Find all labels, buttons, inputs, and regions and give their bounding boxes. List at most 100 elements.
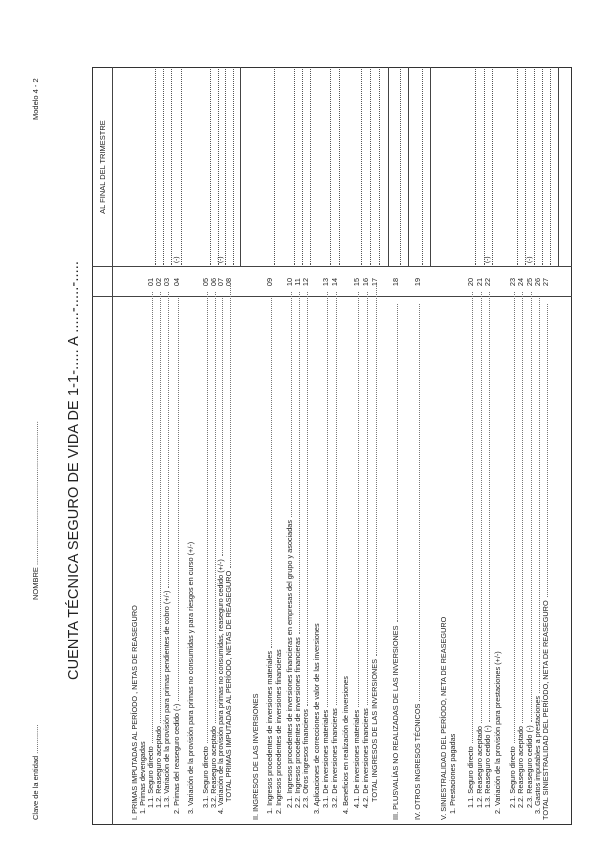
section-divider (430, 67, 431, 267)
row-code: 04 (172, 277, 181, 287)
table-row: 4.2. De inversiones financieras (361, 290, 370, 820)
table-row: 4.1. De inversiones materiales (352, 290, 361, 820)
table-row: V. SINIESTRALIDAD DEL PERÍODO, NETA DE R… (439, 302, 448, 820)
row-label: III. PLUSVALÍAS NO REALIZADAS DE LAS INV… (391, 625, 400, 820)
value-field-08[interactable] (233, 69, 234, 265)
value-column-divider (92, 266, 572, 267)
table-row: 2. Ingresos procedentes de inversiones f… (274, 296, 283, 820)
entity-name-label: NOMBRE .................................… (31, 421, 40, 600)
table-row: 3. Aplicaciones de correcciones de valor… (312, 296, 321, 820)
row-code: 27 (541, 277, 550, 287)
value-field-09[interactable] (274, 69, 275, 265)
value-field-03[interactable] (171, 69, 172, 265)
value-field-14[interactable] (339, 69, 340, 265)
row-label: IV. OTROS INGRESOS TÉCNICOS (413, 703, 422, 820)
column-header: AL FINAL DEL TRIMESTRE (98, 120, 107, 214)
value-field-22[interactable] (492, 69, 493, 265)
value-field-13[interactable] (330, 69, 331, 265)
row-code: 24 (516, 277, 525, 287)
row-label: 1. Ingresos procedentes de inversiones m… (265, 650, 274, 814)
value-field-18[interactable] (400, 69, 401, 265)
value-field-21[interactable] (484, 69, 485, 265)
table-row: II. INGRESOS DE LAS INVERSIONES (251, 302, 260, 820)
value-field-10[interactable] (294, 69, 295, 265)
row-code: 15 (352, 277, 361, 287)
table-row: TOTAL SINIESTRALIDAD DEL PERÍODO, NETA D… (541, 302, 550, 820)
value-field-07[interactable] (225, 69, 226, 265)
table-row: 1. Prestaciones pagadas (448, 296, 457, 820)
dot-leader (222, 298, 223, 557)
dot-leader (481, 292, 482, 724)
dot-leader (489, 292, 490, 723)
dot-leader (547, 304, 548, 598)
value-field-26[interactable] (542, 69, 543, 265)
dot-leader (168, 292, 169, 588)
table-row: 1.1. Seguro directo (466, 290, 475, 820)
value-field-12[interactable] (310, 69, 311, 265)
value-field-23[interactable] (517, 69, 518, 265)
dot-leader (397, 304, 398, 623)
value-field-01[interactable] (155, 69, 156, 265)
dot-leader (539, 298, 540, 693)
dot-leader (327, 292, 328, 707)
row-label: II. INGRESOS DE LAS INVERSIONES (251, 693, 260, 820)
row-code: 18 (391, 277, 400, 287)
dot-leader (178, 298, 179, 701)
dot-leader (299, 292, 300, 635)
row-code: 22 (483, 277, 492, 287)
table-row: IV. OTROS INGRESOS TÉCNICOS (413, 302, 422, 820)
dot-leader (514, 292, 515, 744)
value-field-15[interactable] (361, 69, 362, 265)
value-field-04[interactable] (181, 69, 182, 265)
value-field-05[interactable] (210, 69, 211, 265)
row-label: 2. Variación de la provisión para presta… (493, 651, 502, 814)
row-label: 2. Ingresos procedentes de inversiones f… (274, 649, 283, 814)
dot-leader (472, 292, 473, 744)
model-number: Modelo 4 - 2 (31, 78, 40, 120)
table-row: III. PLUSVALÍAS NO REALIZADAS DE LAS INV… (391, 302, 400, 820)
row-label: TOTAL PRIMAS IMPUTADAS AL PERÍODO, NETAS… (224, 570, 233, 802)
value-field-06[interactable] (218, 69, 219, 265)
value-field-17[interactable] (379, 69, 380, 265)
negative-marker: (-) (217, 256, 224, 264)
row-label: 3. Aplicaciones de correcciones de valor… (312, 623, 321, 814)
value-field-25[interactable] (534, 69, 535, 265)
row-label: 2. Primas del reaseguro cedido (-) (172, 703, 181, 814)
section-divider (388, 67, 389, 267)
row-code: 19 (413, 277, 422, 287)
value-field-19[interactable] (422, 69, 423, 265)
row-label: 4. Beneficios en realización de inversio… (341, 676, 350, 814)
section-divider (408, 67, 409, 267)
row-label: V. SINIESTRALIDAD DEL PERÍODO, NETA DE R… (439, 616, 448, 820)
value-field-11[interactable] (302, 69, 303, 265)
table-row: 3.2. De inversiones financieras (330, 290, 339, 820)
row-label: 1.3. Variación de la provisión para prim… (162, 590, 171, 808)
row-code: 12 (301, 277, 310, 287)
value-field-27[interactable] (550, 69, 551, 265)
dot-leader (152, 292, 153, 744)
dot-leader (367, 292, 368, 706)
table-row: 1.3. Reaseguro cedido (-) (483, 290, 492, 820)
dot-leader (291, 292, 292, 517)
row-code: 20 (466, 277, 475, 287)
row-label: 3. Variación de la provisión para primas… (186, 541, 195, 814)
table-row: 1.3. Variación de la provisión para prim… (162, 290, 171, 820)
header-divider (112, 67, 113, 825)
row-label: 2.3. Otros ingresos financieros (301, 709, 310, 808)
value-field-24[interactable] (525, 69, 526, 265)
value-field-16[interactable] (370, 69, 371, 265)
page-title: CUENTA TÉCNICA SEGURO DE VIDA DE 1-1-...… (66, 260, 82, 680)
table-row: 1. Primas devengadas (138, 296, 147, 820)
row-label: 1.1. Seguro directo (466, 746, 475, 808)
row-code: 14 (330, 277, 339, 287)
dot-leader (307, 292, 308, 707)
entity-code-label: Clave de la entidad .............. (31, 724, 40, 820)
table-row: 2.2. Reaseguro aceptado (516, 290, 525, 820)
value-field-02[interactable] (163, 69, 164, 265)
table-row: 2. Variación de la provisión para presta… (493, 296, 502, 820)
dot-leader (531, 292, 532, 723)
row-code: 16 (361, 277, 370, 287)
table-row: TOTAL INGRESOS DE LAS INVERSIONES (370, 284, 379, 820)
value-field-20[interactable] (475, 69, 476, 265)
